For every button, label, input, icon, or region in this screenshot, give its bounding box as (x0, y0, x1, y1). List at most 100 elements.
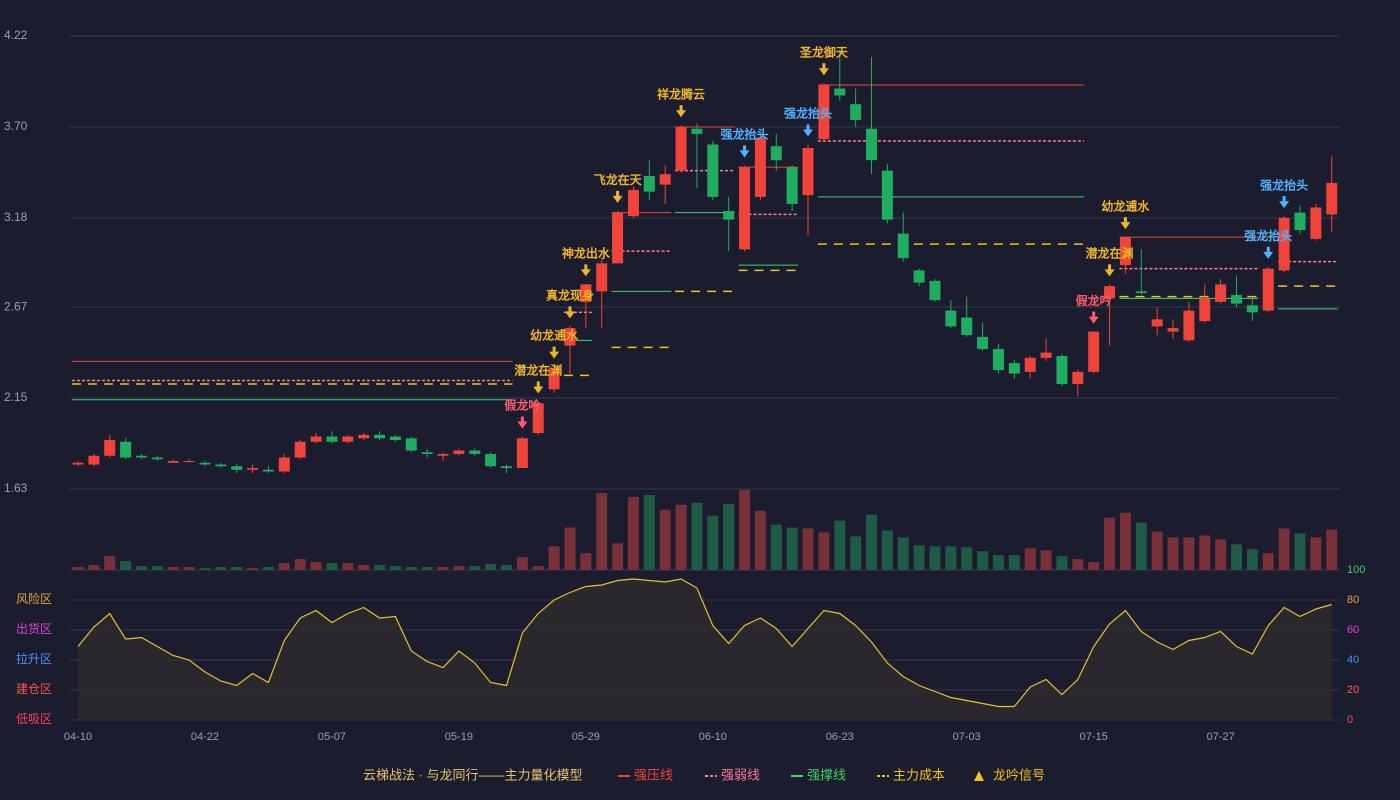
volume-bar (1088, 562, 1100, 570)
candle-body (1167, 328, 1179, 332)
candle-body (1056, 356, 1068, 385)
legend-label: 主力成本 (893, 767, 945, 782)
candle-body (1310, 207, 1322, 239)
volume-bar (485, 564, 497, 570)
candle-body (675, 126, 687, 171)
volume-bar (612, 543, 624, 570)
signal-arrow (1104, 264, 1115, 277)
signal-arrow (564, 306, 575, 319)
x-tick-label: 05-29 (572, 731, 600, 743)
candle-body (421, 452, 433, 455)
candle-body (135, 455, 147, 458)
candle-body (1040, 352, 1052, 358)
volume-bar (358, 565, 370, 570)
candle-body (802, 147, 814, 196)
oscillator-area (78, 579, 1332, 720)
volume-bar (1024, 548, 1036, 570)
candle-body (405, 438, 417, 451)
candle-body (739, 167, 751, 250)
signal-label: 圣龙御天 (799, 44, 849, 59)
volume-bar (262, 567, 274, 570)
volume-bar (453, 566, 465, 570)
volume-bar (1326, 529, 1338, 570)
signal-label: 祥龙腾云 (657, 86, 705, 101)
volume-bar (215, 567, 227, 570)
volume-bar (723, 503, 735, 570)
candle-body (707, 144, 719, 197)
volume-bar (1183, 537, 1195, 570)
x-tick-label: 05-07 (318, 731, 346, 743)
volume-bar (691, 502, 703, 570)
volume-bar (945, 546, 957, 570)
candle-body (88, 455, 100, 465)
volume-bar (167, 567, 179, 570)
candle-body (866, 128, 877, 161)
y-tick-label: 2.67 (4, 299, 28, 313)
candle-body (1088, 331, 1100, 372)
candle-body (1199, 298, 1211, 322)
candle-body (548, 368, 560, 390)
volume-bar (580, 553, 592, 570)
candle-body (1246, 305, 1258, 313)
signal-arrow (818, 63, 829, 76)
candle-body (1119, 237, 1131, 266)
volume-bar (1040, 550, 1052, 570)
candle-body (786, 167, 798, 204)
candle-body (992, 349, 1004, 371)
volume-bar (786, 527, 798, 570)
legend-label: 强压线 (634, 767, 673, 782)
candle-body (453, 450, 465, 455)
candle-body (469, 450, 481, 455)
signal-label: 强龙抬头 (784, 106, 832, 121)
candle-body (1072, 371, 1084, 385)
volume-bar (1294, 533, 1306, 570)
legend-label: 强弱线 (721, 767, 760, 782)
signal-label: 幼龙逋水 (1101, 198, 1150, 213)
legend-label: 龙吟信号 (993, 767, 1045, 782)
legend-label: 强撑线 (807, 767, 846, 782)
volume-bar (183, 567, 195, 570)
volume-bar (389, 566, 401, 570)
volume-bar (278, 563, 290, 570)
volume-bar (1135, 522, 1147, 570)
candle-body (389, 436, 401, 441)
candle-body (834, 88, 846, 96)
candle-body (247, 468, 259, 470)
volume-bar (897, 537, 909, 570)
candle-body (532, 403, 544, 434)
candle-body (643, 175, 655, 192)
zone-label: 拉升区 (16, 651, 52, 666)
volume-bar (754, 510, 766, 570)
volume-bar (929, 546, 941, 570)
volume-bar (1151, 531, 1163, 570)
candle-body (1326, 182, 1338, 215)
candle-body (485, 454, 497, 467)
signal-label: 飞龙在天 (594, 172, 643, 187)
x-tick-label: 04-10 (64, 731, 92, 743)
signal-arrow (739, 145, 750, 158)
y-tick-label: 3.70 (4, 119, 28, 133)
candle-body (850, 104, 862, 120)
signal-label: 强龙抬头 (1260, 177, 1308, 192)
volume-bar (1104, 517, 1116, 570)
candle-body (612, 212, 624, 264)
y2-tick-label: 100 (1347, 564, 1365, 576)
volume-bar (247, 568, 259, 570)
volume-bar (834, 520, 846, 570)
candle-body (1135, 291, 1147, 294)
y2-tick-label: 80 (1347, 594, 1359, 606)
signal-arrow (676, 105, 687, 118)
candle-body (929, 280, 941, 301)
y2-tick-label: 60 (1347, 624, 1359, 636)
candle-body (151, 457, 163, 460)
volume-bar (500, 565, 512, 570)
volume-bar (1215, 539, 1227, 570)
volume-bar (72, 567, 84, 570)
signal-arrow (803, 124, 814, 137)
signal-label: 强龙抬头 (1244, 228, 1292, 243)
volume-bar (627, 496, 639, 570)
candle-body (231, 466, 243, 470)
volume-bar (1056, 556, 1068, 570)
